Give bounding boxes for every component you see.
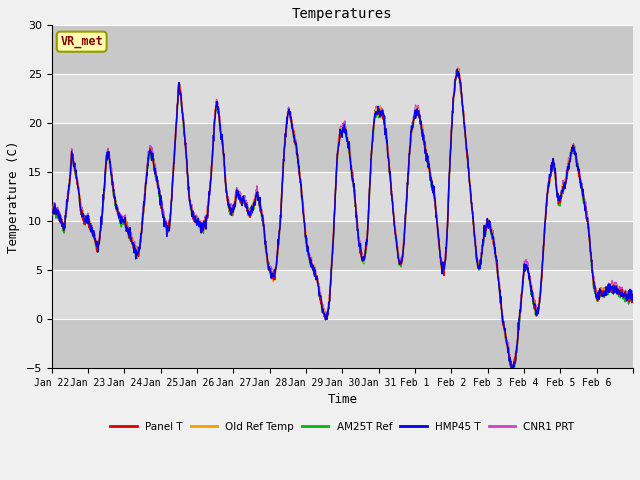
Bar [52, 123, 633, 172]
Bar [52, 25, 633, 74]
Bar [52, 74, 633, 123]
Bar [52, 172, 633, 221]
Legend: Panel T, Old Ref Temp, AM25T Ref, HMP45 T, CNR1 PRT: Panel T, Old Ref Temp, AM25T Ref, HMP45 … [106, 418, 579, 436]
Y-axis label: Temperature (C): Temperature (C) [7, 140, 20, 252]
Bar [52, 319, 633, 368]
Bar [52, 270, 633, 319]
X-axis label: Time: Time [327, 393, 357, 406]
Title: Temperatures: Temperatures [292, 7, 392, 21]
Text: VR_met: VR_met [60, 35, 103, 48]
Bar [52, 221, 633, 270]
